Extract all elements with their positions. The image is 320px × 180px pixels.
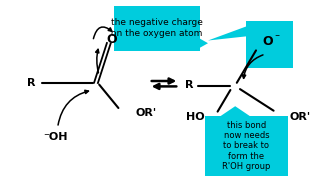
Polygon shape [219, 106, 251, 117]
FancyBboxPatch shape [114, 6, 200, 51]
Text: O: O [107, 33, 117, 46]
Text: OR': OR' [136, 108, 157, 118]
FancyBboxPatch shape [246, 21, 293, 68]
Text: this bond
now needs
to break to
form the
R'OH group: this bond now needs to break to form the… [222, 120, 271, 171]
Text: HO: HO [186, 112, 205, 122]
FancyBboxPatch shape [205, 116, 288, 176]
Text: R: R [27, 78, 35, 88]
Text: the negative charge
on the oxygen atom: the negative charge on the oxygen atom [111, 18, 203, 38]
Text: O: O [262, 35, 273, 48]
Polygon shape [208, 25, 250, 40]
Text: R: R [185, 80, 194, 90]
Text: OR': OR' [290, 112, 311, 122]
Text: ⁻: ⁻ [274, 33, 279, 43]
Polygon shape [198, 38, 208, 49]
Text: ⁻OH: ⁻OH [43, 132, 68, 142]
